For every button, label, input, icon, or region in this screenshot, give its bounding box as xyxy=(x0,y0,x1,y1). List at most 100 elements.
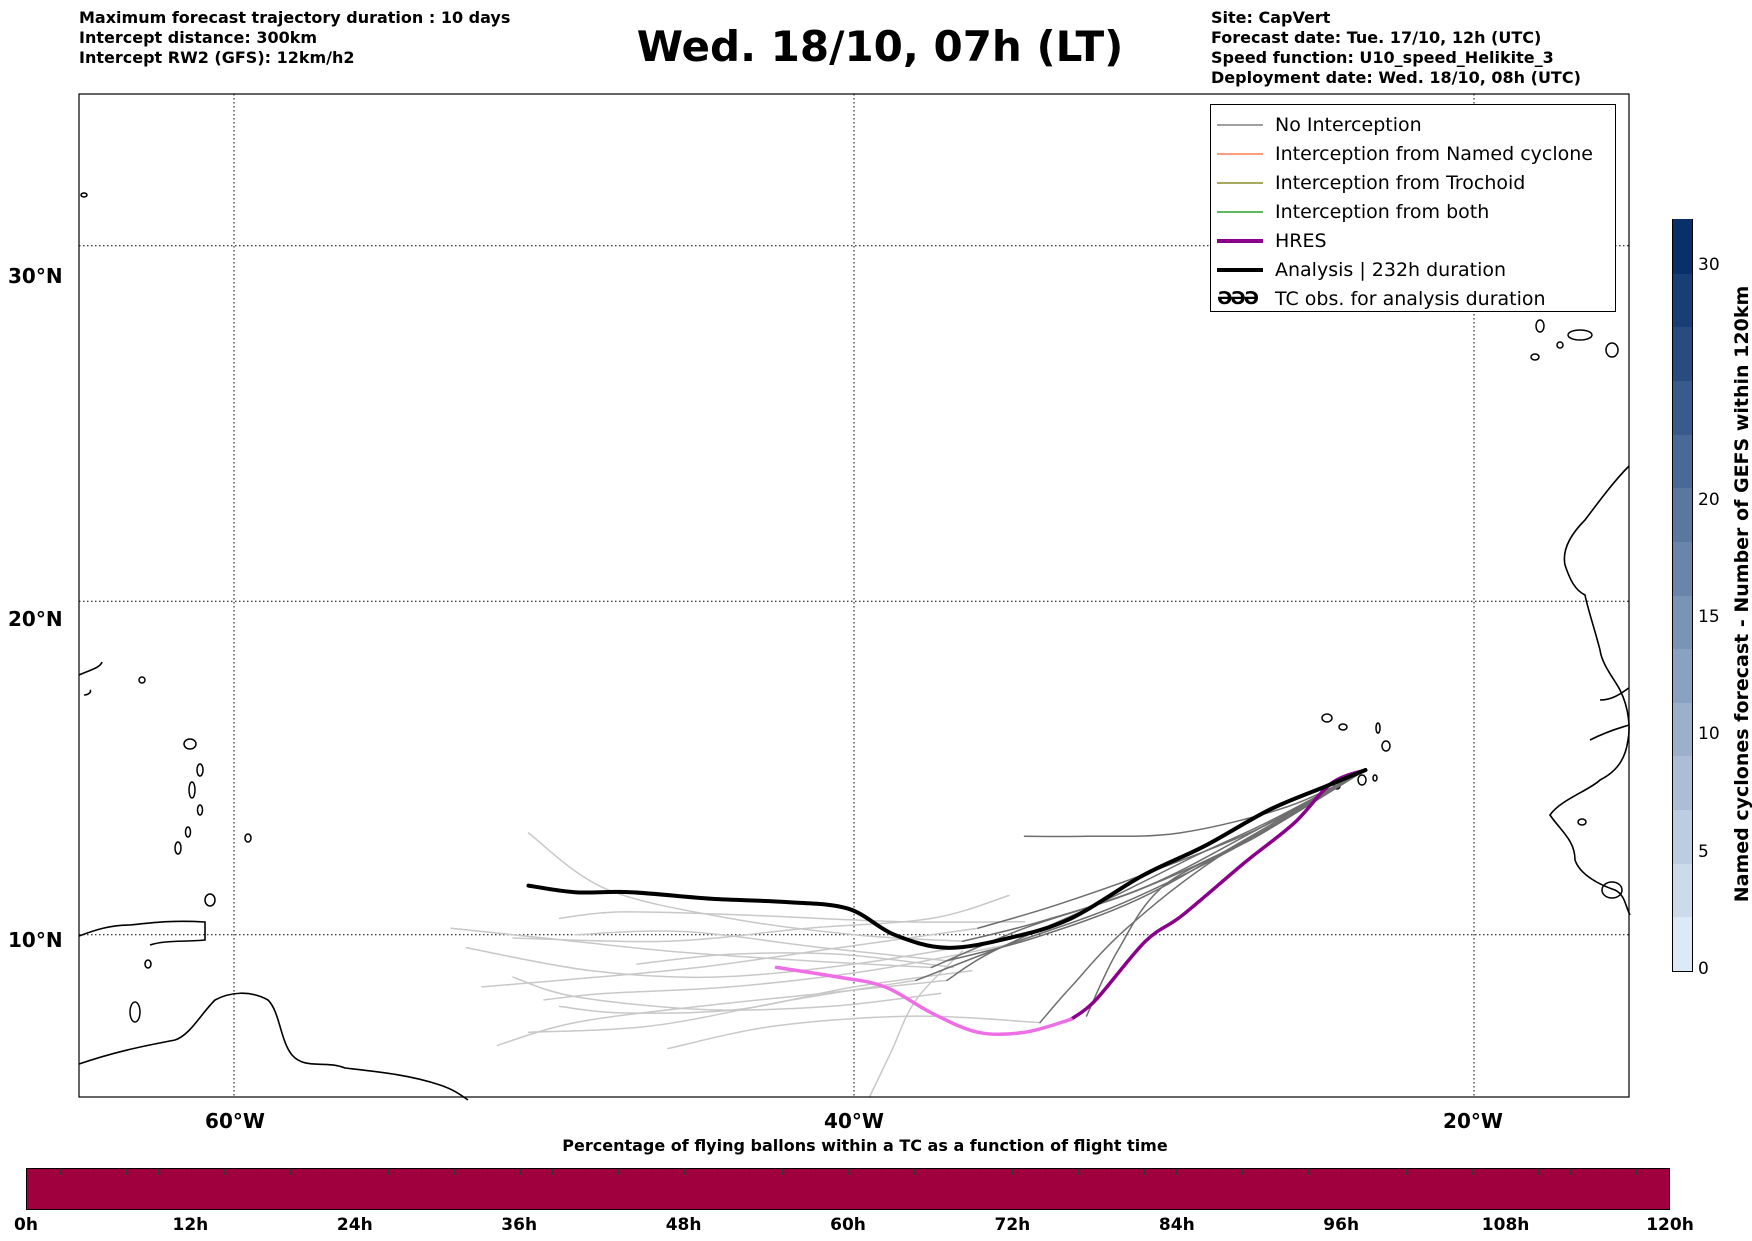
colorbar-horizontal-minor-tick xyxy=(650,1169,652,1175)
colorbar-horizontal-minor-tick xyxy=(421,1169,423,1175)
coast-africa xyxy=(1549,465,1631,916)
colorbar-horizontal-minor-tick xyxy=(1209,1169,1211,1175)
colorbar-horizontal-minor-tick xyxy=(815,1169,817,1175)
island-cape-verde xyxy=(1375,722,1381,734)
island xyxy=(183,738,197,750)
island xyxy=(138,676,146,684)
trajectory-ensemble-light xyxy=(527,979,917,1034)
colorbar-horizontal-minor-tick xyxy=(585,1169,587,1175)
trajectories-no-interception-light xyxy=(450,832,1041,1098)
header-speed-function: Speed function: U10_speed_Helikite_3 xyxy=(1211,48,1554,67)
island xyxy=(1577,818,1587,826)
colorbar-horizontal-minor-tick xyxy=(1570,1169,1572,1175)
colorbar-vertical xyxy=(1672,219,1693,972)
coast-north-islands xyxy=(78,661,103,696)
colorbar-horizontal-minor-tick xyxy=(1406,1169,1408,1175)
colorbar-horizontal-minor-tick xyxy=(224,1169,226,1175)
colorbar-vertical-tick: 0 xyxy=(1698,959,1709,979)
legend-entry-hres: HRES xyxy=(1217,226,1615,255)
colorbar-horizontal-minor-tick xyxy=(125,1169,127,1175)
colorbar-horizontal-minor-tick xyxy=(1045,1169,1047,1175)
colorbar-horizontal-minor-tick xyxy=(256,1169,258,1175)
colorbar-vertical-segment xyxy=(1673,326,1692,381)
island-cape-verde xyxy=(1357,774,1367,786)
legend-entry-analysis: Analysis | 232h duration xyxy=(1217,255,1615,284)
lon-label-40w: 40°W xyxy=(824,1109,884,1133)
island xyxy=(184,826,192,838)
colorbar-horizontal-minor-tick xyxy=(486,1169,488,1175)
trajectories-no-interception-dark xyxy=(915,769,1367,1024)
colorbar-horizontal-minor-tick xyxy=(1012,1169,1014,1175)
island-cape-verde xyxy=(1338,723,1348,731)
colorbar-vertical-segment xyxy=(1673,433,1692,489)
colorbar-horizontal-minor-tick xyxy=(1471,1169,1473,1175)
island xyxy=(80,192,88,198)
coast-africa-inlet xyxy=(1589,687,1630,741)
colorbar-horizontal-tick: 48h xyxy=(665,1215,702,1235)
trajectory-hres-late xyxy=(774,965,1073,1037)
colorbar-horizontal-tick: 108h xyxy=(1481,1215,1530,1235)
colorbar-horizontal-minor-tick xyxy=(92,1169,94,1175)
colorbar-vertical-segment xyxy=(1673,594,1692,650)
colorbar-horizontal-minor-tick xyxy=(1143,1169,1145,1175)
legend: No Interception Interception from Named … xyxy=(1210,104,1616,312)
colorbar-horizontal-minor-tick xyxy=(1504,1169,1506,1175)
colorbar-horizontal-minor-tick xyxy=(618,1169,620,1175)
legend-label: Interception from Named cyclone xyxy=(1275,142,1593,165)
colorbar-horizontal-tick: 24h xyxy=(336,1215,373,1235)
colorbar-horizontal-tick: 60h xyxy=(830,1215,866,1235)
colorbar-horizontal-tick: 36h xyxy=(501,1215,538,1235)
colorbar-horizontal-minor-tick xyxy=(191,1169,193,1175)
colorbar-horizontal-minor-tick xyxy=(1373,1169,1375,1175)
colorbar-vertical-segment xyxy=(1673,379,1692,435)
colorbar-horizontal-minor-tick xyxy=(1242,1169,1244,1175)
colorbar-horizontal-tick: 96h xyxy=(1323,1215,1360,1235)
lon-label-60w: 60°W xyxy=(205,1109,265,1133)
trajectory-analysis-line xyxy=(526,768,1368,950)
main-title: Wed. 18/10, 07h (LT) xyxy=(0,22,1752,71)
colorbar-horizontal-minor-tick xyxy=(913,1169,915,1175)
header-deployment-date: Deployment date: Wed. 18/10, 08h (UTC) xyxy=(1211,68,1581,87)
colorbar-vertical-tick: 5 xyxy=(1698,841,1709,862)
trajectory-ensemble-light xyxy=(574,930,948,962)
colorbar-vertical-segment xyxy=(1673,755,1692,811)
trajectory-ensemble-light xyxy=(481,927,979,988)
colorbar-horizontal-tick: 12h xyxy=(172,1215,209,1235)
legend-label: Interception from Trochoid xyxy=(1275,171,1526,194)
colorbar-vertical-tick: 30 xyxy=(1698,254,1720,275)
trajectory-analysis xyxy=(526,768,1368,950)
island xyxy=(174,841,182,855)
lat-label-20n: 20°N xyxy=(8,607,63,631)
trajectory-ensemble-light xyxy=(527,832,964,943)
island xyxy=(1535,319,1545,333)
tc-symbol-icon: ӘӘӘ xyxy=(1217,288,1259,309)
island xyxy=(1556,341,1564,349)
colorbar-vertical-segment xyxy=(1673,916,1692,971)
trajectory-ensemble-light xyxy=(465,940,995,979)
colorbar-horizontal-minor-tick xyxy=(1603,1169,1605,1175)
colorbar-horizontal-minor-tick xyxy=(749,1169,751,1175)
colorbar-vertical-segment xyxy=(1673,862,1692,918)
colorbar-vertical-segment xyxy=(1673,809,1692,864)
header-left: Maximum forecast trajectory duration : 1… xyxy=(79,8,510,68)
main-title-text: Wed. 18/10, 07h (LT) xyxy=(636,22,1124,71)
colorbar-horizontal-minor-tick xyxy=(1077,1169,1079,1175)
colorbar-horizontal-minor-tick xyxy=(1274,1169,1276,1175)
island-cape-verde xyxy=(1372,774,1378,782)
coastlines xyxy=(78,465,1631,1101)
colorbar-horizontal-minor-tick xyxy=(388,1169,390,1175)
colorbar-vertical-tick: 20 xyxy=(1698,489,1720,510)
island xyxy=(196,804,204,816)
colorbar-horizontal-minor-tick xyxy=(880,1169,882,1175)
legend-swatch-named-cyclone xyxy=(1217,152,1263,155)
colorbar-horizontal-minor-tick xyxy=(848,1169,849,1175)
island xyxy=(1601,881,1623,899)
header-site: Site: CapVert xyxy=(1211,8,1331,27)
island-cape-verde xyxy=(1381,740,1391,752)
colorbar-horizontal-minor-tick xyxy=(683,1169,685,1175)
legend-entry-named-cyclone: Interception from Named cyclone xyxy=(1217,139,1615,168)
colorbar-vertical-label: Named cyclones forecast - Number of GEFS… xyxy=(1731,285,1752,903)
colorbar-horizontal-caption: Percentage of flying ballons within a TC… xyxy=(562,1136,1168,1155)
legend-label: TC obs. for analysis duration xyxy=(1275,287,1546,310)
